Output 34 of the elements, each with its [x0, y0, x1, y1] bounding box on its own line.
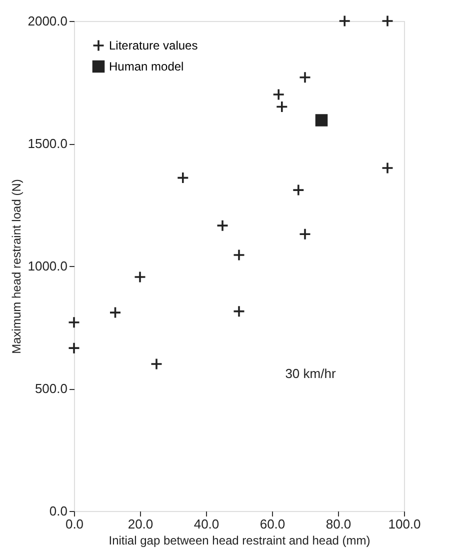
point — [381, 14, 394, 28]
point — [381, 162, 394, 174]
point — [338, 14, 351, 28]
point — [150, 358, 163, 370]
point — [298, 228, 312, 240]
point — [232, 248, 246, 262]
annotation: 30 km/hr — [285, 366, 336, 381]
legend-label: Human model — [109, 60, 184, 74]
y-tick-label: 500.0 — [34, 381, 68, 396]
x-tick-label: 100.0 — [388, 516, 421, 532]
x-tick-label: 80.0 — [326, 516, 352, 532]
point — [276, 100, 288, 113]
y-tick-label: 0.0 — [49, 504, 68, 518]
point — [232, 305, 246, 318]
point — [272, 88, 285, 101]
y-tick-label: 1500.0 — [28, 136, 68, 151]
point — [298, 71, 312, 84]
point — [292, 184, 305, 196]
point — [68, 316, 80, 328]
y-axis-title: Maximum head restraint load (N) — [10, 179, 24, 354]
x-tick-label: 40.0 — [194, 516, 220, 532]
x-tick-label: 0.0 — [65, 516, 84, 532]
point — [68, 342, 80, 354]
x-tick-label: 60.0 — [260, 516, 286, 532]
legend-label: Literature values — [109, 38, 198, 52]
x-tick-label: 20.0 — [128, 516, 154, 532]
y-tick-label: 2000.0 — [28, 14, 68, 28]
point — [134, 270, 146, 284]
point — [216, 219, 229, 232]
point — [109, 306, 122, 319]
point — [315, 114, 328, 126]
y-tick-label: 1000.0 — [28, 258, 68, 274]
point — [176, 172, 190, 184]
x-axis-title: Initial gap between head restraint and head (mm) — [108, 534, 370, 548]
